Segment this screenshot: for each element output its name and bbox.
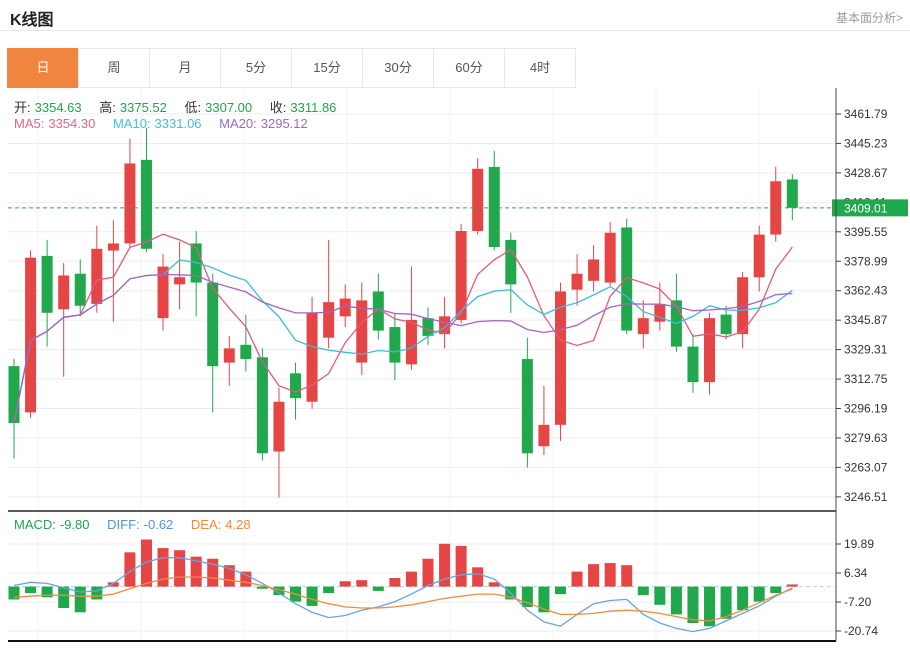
tab-15min[interactable]: 15分 [291, 48, 363, 88]
macd-histogram [8, 539, 798, 627]
macd-label: MACD: [14, 517, 56, 532]
svg-text:3246.51: 3246.51 [844, 490, 888, 504]
close-value: 3311.86 [290, 100, 337, 115]
svg-text:3329.31: 3329.31 [844, 343, 888, 357]
high-value: 3375.52 [119, 100, 167, 115]
low-value: 3307.00 [205, 100, 253, 115]
ma20-line [13, 273, 793, 424]
ma20-label: MA20: [219, 116, 257, 131]
dea-value: 4.28 [225, 517, 251, 532]
svg-text:6.34: 6.34 [844, 566, 868, 580]
svg-text:-20.74: -20.74 [844, 624, 878, 638]
diff-label: DIFF: [107, 517, 140, 532]
svg-text:3461.79: 3461.79 [844, 107, 888, 121]
header: K线图 基本面分析> [0, 0, 910, 31]
diff-line [13, 557, 793, 633]
low-label: 低: [184, 100, 202, 115]
tab-30min[interactable]: 30分 [362, 48, 434, 88]
tab-day[interactable]: 日 [7, 48, 79, 88]
price-badge [832, 199, 908, 217]
price-badge-text: 3409.01 [844, 201, 888, 215]
vertical-gridlines [37, 88, 760, 641]
ma-row: MA5: 3354.30 MA10: 3331.06 MA20: 3295.12 [14, 116, 312, 131]
tab-5min[interactable]: 5分 [220, 48, 292, 88]
svg-text:-7.20: -7.20 [844, 595, 872, 609]
close-label: 收: [269, 100, 287, 115]
ma20-value: 3295.12 [260, 116, 308, 131]
candles-layer [8, 127, 798, 498]
open-value: 3354.63 [34, 100, 82, 115]
ma10-value: 3331.06 [154, 116, 202, 131]
tab-month[interactable]: 月 [149, 48, 221, 88]
ohlc-row: 开: 3354.63 高: 3375.52 低: 3307.00 收: 3311.86 [14, 97, 340, 116]
ma5-value: 3354.30 [48, 116, 96, 131]
svg-text:3345.87: 3345.87 [844, 313, 888, 327]
svg-text:19.89: 19.89 [844, 537, 874, 551]
svg-text:3362.43: 3362.43 [844, 284, 888, 298]
ma5-line [13, 233, 793, 424]
svg-text:3445.23: 3445.23 [844, 136, 888, 150]
macd-value: -9.80 [59, 517, 90, 532]
svg-text:3263.07: 3263.07 [844, 460, 888, 474]
svg-text:3378.99: 3378.99 [844, 254, 888, 268]
svg-text:3395.55: 3395.55 [844, 225, 888, 239]
tab-60min[interactable]: 60分 [433, 48, 505, 88]
macd-row: MACD: -9.80 DIFF: -0.62 DEA: 4.28 [14, 517, 255, 532]
svg-text:3312.75: 3312.75 [844, 372, 888, 386]
ma10-label: MA10: [112, 116, 151, 131]
high-label: 高: [99, 100, 116, 115]
dea-line [13, 576, 793, 622]
fundamental-analysis-link[interactable]: 基本面分析> [835, 11, 903, 25]
tab-week[interactable]: 周 [78, 48, 150, 88]
svg-text:3428.67: 3428.67 [844, 166, 888, 180]
tab-4hour[interactable]: 4时 [504, 48, 576, 88]
open-label: 开: [14, 100, 31, 115]
dea-label: DEA: [190, 517, 222, 532]
price-axis: 3461.793445.233428.673412.113395.553378.… [836, 107, 888, 638]
ma5-label: MA5: [14, 116, 45, 131]
period-tabbar: 日周月 5分 15分 30分 60分 4时 [7, 48, 576, 88]
svg-text:3279.63: 3279.63 [844, 431, 888, 445]
page-title: K线图 [10, 12, 54, 29]
svg-text:3296.19: 3296.19 [844, 402, 888, 416]
diff-value: -0.62 [143, 517, 174, 532]
